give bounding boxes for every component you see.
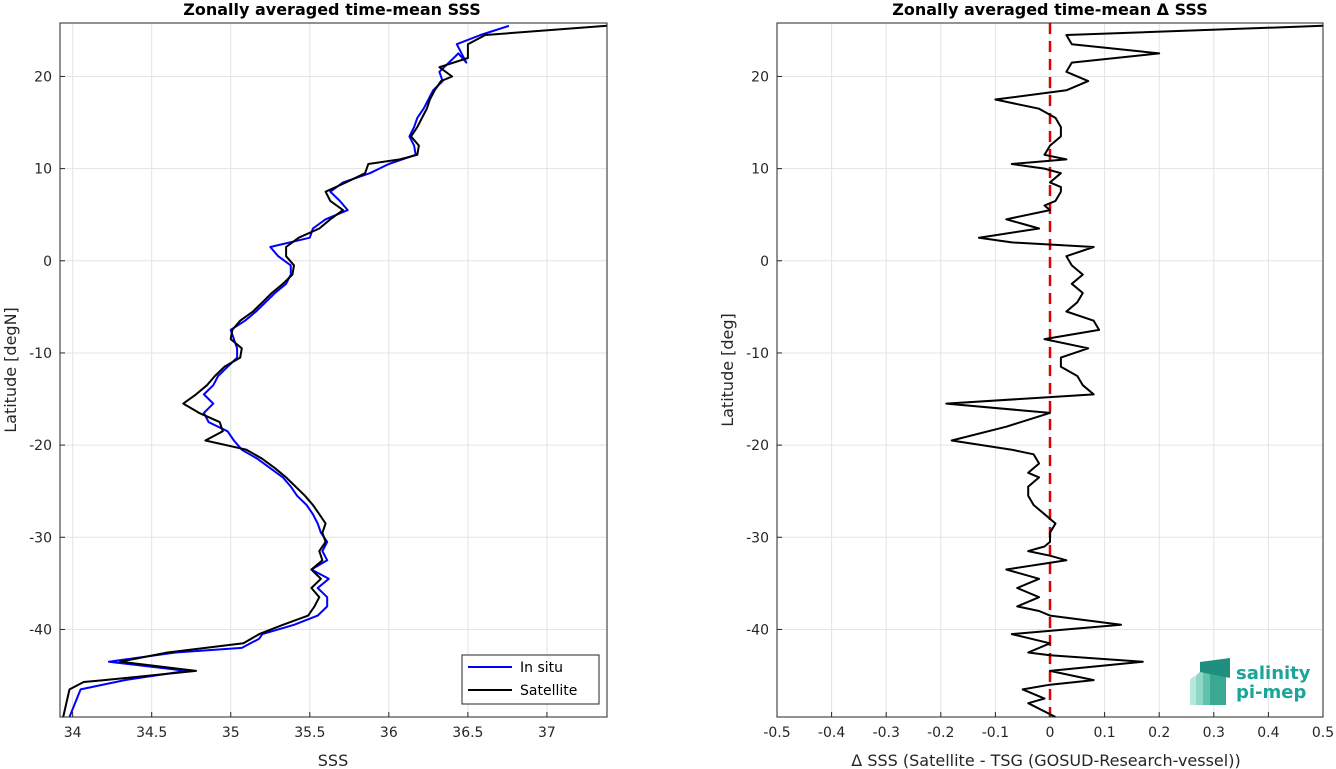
sss-x-tick-label: 37 bbox=[538, 725, 556, 741]
delta-sss-x-tick-label: 0.1 bbox=[1093, 725, 1115, 741]
sss-y-tick-label: -20 bbox=[29, 438, 52, 454]
sss-x-tick-label: 35 bbox=[222, 725, 240, 741]
sss-legend: In situ Satellite bbox=[461, 654, 600, 705]
delta-sss-x-tick-label: -0.5 bbox=[763, 725, 790, 741]
sss-y-tick-label: -40 bbox=[29, 622, 52, 638]
sss-y-tick-label: -30 bbox=[29, 530, 52, 546]
sss-x-ticks: 34 34.5 35 35.5 36 36.5 37 bbox=[64, 712, 556, 741]
sss-series-group bbox=[62, 24, 608, 718]
sss-x-tick-label: 36 bbox=[380, 725, 398, 741]
delta-sss-y-tick-label: -40 bbox=[746, 622, 769, 638]
sss-grid bbox=[60, 23, 607, 717]
logo-wave-icon bbox=[1190, 658, 1230, 705]
delta-sss-x-tick-label: -0.1 bbox=[982, 725, 1009, 741]
sss-panel: Zonally averaged time-mean SSS 34 34.5 35 3… bbox=[1, 0, 608, 769]
sss-x-tick-label: 34.5 bbox=[136, 725, 167, 741]
sss-y-tick-label: 0 bbox=[43, 254, 52, 270]
delta-sss-x-tick-label: 0.2 bbox=[1148, 725, 1170, 741]
delta-sss-y-tick-label: 10 bbox=[751, 162, 769, 178]
sss-y-tick-label: 10 bbox=[34, 162, 52, 178]
sss-x-tick-label: 35.5 bbox=[294, 725, 325, 741]
sss-y-tick-label: 20 bbox=[34, 69, 52, 85]
sss-series-line-satellite bbox=[62, 24, 608, 718]
delta-sss-series-line-0 bbox=[945, 24, 1324, 718]
delta-sss-x-tick-label: -0.4 bbox=[818, 725, 845, 741]
legend-label-satellite: Satellite bbox=[520, 683, 577, 699]
delta-sss-y-tick-label: -20 bbox=[746, 438, 769, 454]
sss-x-tick-label: 36.5 bbox=[452, 725, 483, 741]
delta-sss-x-tick-label: -0.2 bbox=[927, 725, 954, 741]
delta-sss-x-tick-label: 0.5 bbox=[1312, 725, 1334, 741]
salinity-pi-mep-logo: salinity pi-mep bbox=[1190, 658, 1311, 705]
sss-y-ticks: 20 10 0 -10 -20 -30 -40 bbox=[29, 69, 65, 638]
delta-sss-series-group bbox=[945, 24, 1324, 718]
delta-sss-panel: Zonally averaged time-mean Δ SSS -0.5 -0.… bbox=[718, 0, 1334, 769]
delta-sss-chart-title: Zonally averaged time-mean Δ SSS bbox=[892, 0, 1208, 19]
sss-x-axis-label: SSS bbox=[318, 751, 348, 769]
sss-axes-box bbox=[59, 22, 608, 718]
logo-text-pi-mep: pi-mep bbox=[1236, 682, 1306, 703]
legend-label-in-situ: In situ bbox=[520, 660, 563, 676]
delta-sss-y-tick-label: 20 bbox=[751, 69, 769, 85]
delta-sss-x-ticks: -0.5 -0.4 -0.3 -0.2 -0.1 0 0.1 0.2 0.3 0.4 0.5 bbox=[763, 712, 1334, 741]
sss-x-tick-label: 34 bbox=[64, 725, 82, 741]
delta-sss-x-tick-label: -0.3 bbox=[873, 725, 900, 741]
sss-y-axis-label: Latitude [degN] bbox=[1, 307, 20, 433]
delta-sss-y-tick-label: -10 bbox=[746, 346, 769, 362]
sss-y-tick-label: -10 bbox=[29, 346, 52, 362]
delta-sss-x-axis-label: Δ SSS (Satellite - TSG (GOSUD-Research-v… bbox=[851, 751, 1240, 769]
sss-series-line-in-situ bbox=[68, 24, 510, 718]
logo-text-salinity: salinity bbox=[1236, 663, 1311, 684]
sss-chart-title: Zonally averaged time-mean SSS bbox=[183, 0, 481, 19]
delta-sss-y-ticks: 20 10 0 -10 -20 -30 -40 bbox=[746, 69, 782, 638]
delta-sss-x-tick-label: 0.4 bbox=[1257, 725, 1279, 741]
delta-sss-x-tick-label: 0.3 bbox=[1203, 725, 1225, 741]
delta-sss-y-axis-label: Latitude [deg] bbox=[718, 313, 737, 427]
delta-sss-x-tick-label: 0 bbox=[1046, 725, 1055, 741]
sss-plot-area bbox=[60, 23, 607, 717]
delta-sss-y-tick-label: 0 bbox=[760, 254, 769, 270]
delta-sss-y-tick-label: -30 bbox=[746, 530, 769, 546]
legend-box bbox=[461, 654, 600, 705]
